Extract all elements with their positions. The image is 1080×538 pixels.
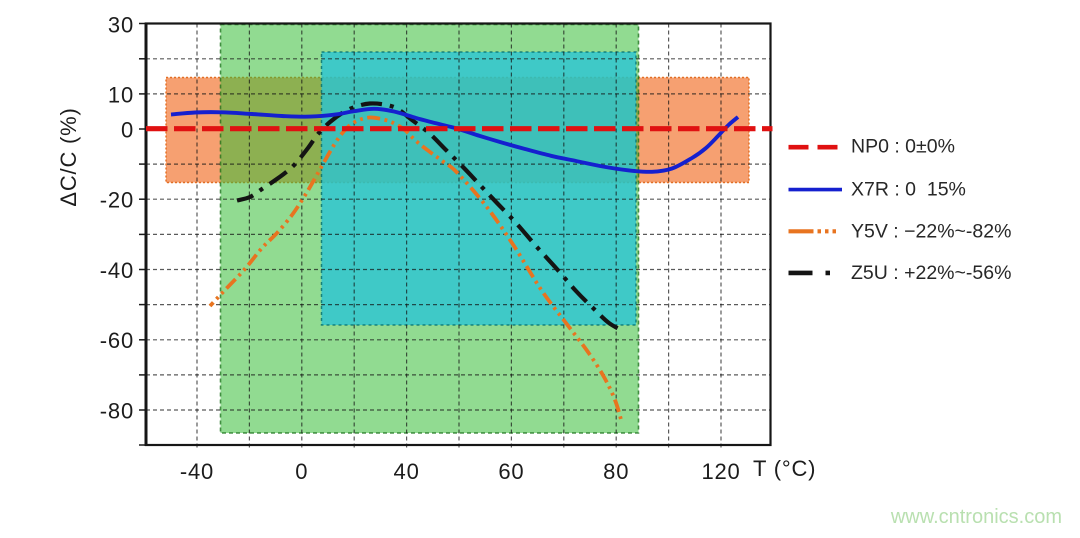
svg-text:0: 0 — [295, 459, 308, 484]
svg-text:-40: -40 — [180, 459, 214, 484]
svg-text:30: 30 — [108, 13, 134, 38]
svg-text:-80: -80 — [100, 398, 134, 423]
svg-text:40: 40 — [394, 459, 420, 484]
svg-text:80: 80 — [603, 459, 629, 484]
svg-text:10: 10 — [108, 83, 134, 108]
svg-text:-20: -20 — [100, 188, 134, 213]
svg-text:0: 0 — [121, 118, 134, 143]
svg-text:Y5V : −22%~-82%: Y5V : −22%~-82% — [851, 221, 1011, 243]
svg-text:www.cntronics.com: www.cntronics.com — [890, 506, 1062, 528]
svg-text:120: 120 — [701, 459, 740, 484]
svg-text:Z5U : +22%~-56%: Z5U : +22%~-56% — [851, 262, 1011, 284]
svg-text:X7R : 0 15%: X7R : 0 15% — [851, 179, 966, 201]
svg-text:T (°C): T (°C) — [753, 456, 816, 481]
svg-text:ΔC/C (%): ΔC/C (%) — [56, 107, 81, 206]
svg-text:NP0 : 0±0%: NP0 : 0±0% — [851, 136, 955, 158]
svg-text:60: 60 — [498, 459, 524, 484]
svg-text:-40: -40 — [100, 258, 134, 283]
svg-text:-60: -60 — [100, 328, 134, 353]
